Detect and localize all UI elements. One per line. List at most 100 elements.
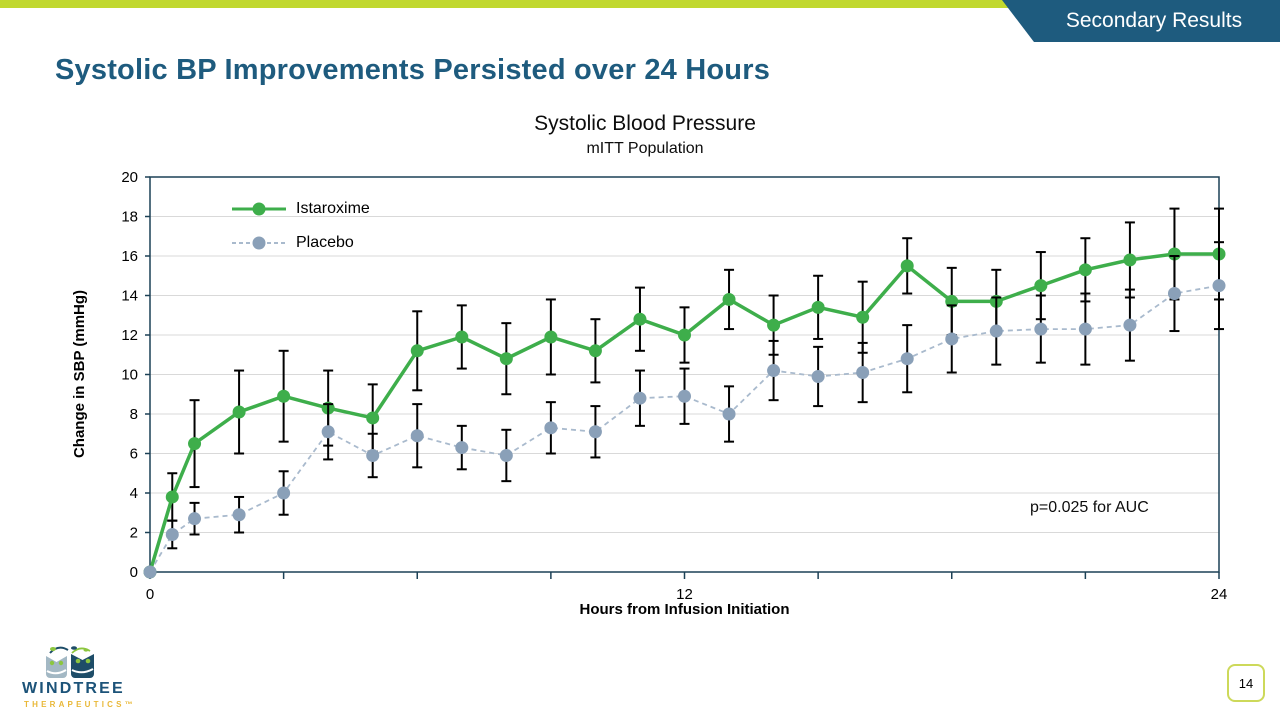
leaf-icon [83,648,89,652]
legend-marker-sample [252,202,266,216]
placebo-marker [588,425,602,439]
placebo-marker [544,421,558,435]
owl-left-ears [46,656,67,662]
owl-left-wing [46,669,67,675]
pvalue-annotation: p=0.025 for AUC [1030,499,1149,516]
placebo-marker [143,565,157,579]
istaroxime-marker [767,318,781,332]
placebo-line-swatch [232,236,286,250]
placebo-marker [1212,279,1226,293]
istaroxime-marker [811,300,825,314]
y-tick-label: 18 [121,209,138,226]
istaroxime-marker [633,312,647,326]
logo-wordmark: WINDTREE [22,680,125,697]
istaroxime-marker [722,292,736,306]
owl-right-ears [71,654,94,660]
placebo-marker [232,508,246,522]
placebo-marker [989,324,1003,338]
istaroxime-line-swatch [232,202,286,216]
logo-subtext: THERAPEUTICS™ [24,700,136,709]
istaroxime-marker [165,490,179,504]
chart-legend: Istaroxime Placebo [230,196,370,264]
x-tick-label: 12 [676,586,693,603]
legend-item-placebo: Placebo [230,230,370,256]
owl-eye [85,658,91,664]
istaroxime-marker [410,344,424,358]
y-tick-label: 10 [121,367,138,384]
placebo-line [149,284,1220,573]
placebo-marker [188,512,202,526]
placebo-marker [945,332,959,346]
placebo-marker [410,429,424,443]
owl-right-wing [71,668,94,674]
leaf-icon [50,647,56,651]
owl-eye [75,658,81,664]
placebo-marker [811,369,825,383]
placebo-marker [1078,322,1092,336]
placebo-marker [767,364,781,378]
istaroxime-marker [455,330,469,344]
legend-label-istaroxime: Istaroxime [296,200,370,217]
placebo-marker [321,425,335,439]
placebo-marker [678,389,691,403]
series-placebo [143,241,1226,579]
istaroxime-marker [900,259,914,273]
istaroxime-marker [499,352,513,366]
chart-subtitle: mITT Population [586,140,704,157]
slide-title: Systolic BP Improvements Persisted over … [55,54,771,86]
istaroxime-marker [856,310,870,324]
istaroxime-line [148,252,1219,573]
y-tick-label: 20 [121,169,138,186]
placebo-marker [722,407,736,421]
placebo-marker [165,527,179,541]
placebo-marker [455,441,469,455]
y-tick-label: 16 [121,248,138,265]
placebo-marker [366,448,380,462]
istaroxime-marker [1078,263,1092,277]
istaroxime-marker [277,389,291,403]
placebo-marker [1034,322,1048,336]
y-tick-label: 12 [121,327,138,344]
istaroxime-marker [544,330,558,344]
legend-label-placebo: Placebo [296,234,354,251]
leaf-icon [71,646,77,650]
y-tick-label: 6 [130,446,138,463]
placebo-marker [1167,287,1181,301]
y-tick-label: 14 [121,288,138,305]
page-number-badge: 14 [1227,664,1265,702]
istaroxime-marker [188,437,202,451]
windtree-owls-icon [46,646,94,678]
legend-marker-sample [252,236,266,250]
istaroxime-marker [678,328,691,342]
page-number: 14 [1238,675,1254,691]
branch-left [49,646,69,654]
placebo-marker [1123,318,1137,332]
x-tick-label: 24 [1211,586,1228,603]
series-istaroxime [143,207,1226,579]
owl-eye [58,660,64,666]
placebo-marker [633,391,647,405]
istaroxime-marker [1034,279,1048,293]
placebo-marker [856,366,870,380]
top-accent-stripe [0,0,1280,8]
y-tick-label: 8 [130,406,138,423]
chart-title: Systolic Blood Pressure [534,112,756,135]
banner-label: Secondary Results [1065,9,1243,32]
x-tick-label: 0 [146,586,154,603]
istaroxime-marker [232,405,246,419]
istaroxime-marker [1167,247,1181,261]
placebo-marker [277,486,291,500]
istaroxime-marker [1123,253,1137,267]
owl-eye [49,660,55,666]
istaroxime-marker [588,344,602,358]
y-tick-label: 0 [130,564,138,581]
x-axis-label: Hours from Infusion Initiation [579,601,790,618]
istaroxime-marker [366,411,380,425]
placebo-marker [900,352,914,366]
placebo-marker [499,448,513,462]
legend-item-istaroxime: Istaroxime [230,196,370,222]
y-tick-label: 2 [130,525,138,542]
y-tick-label: 4 [130,485,138,502]
section-banner: Secondary Results [1002,0,1280,42]
